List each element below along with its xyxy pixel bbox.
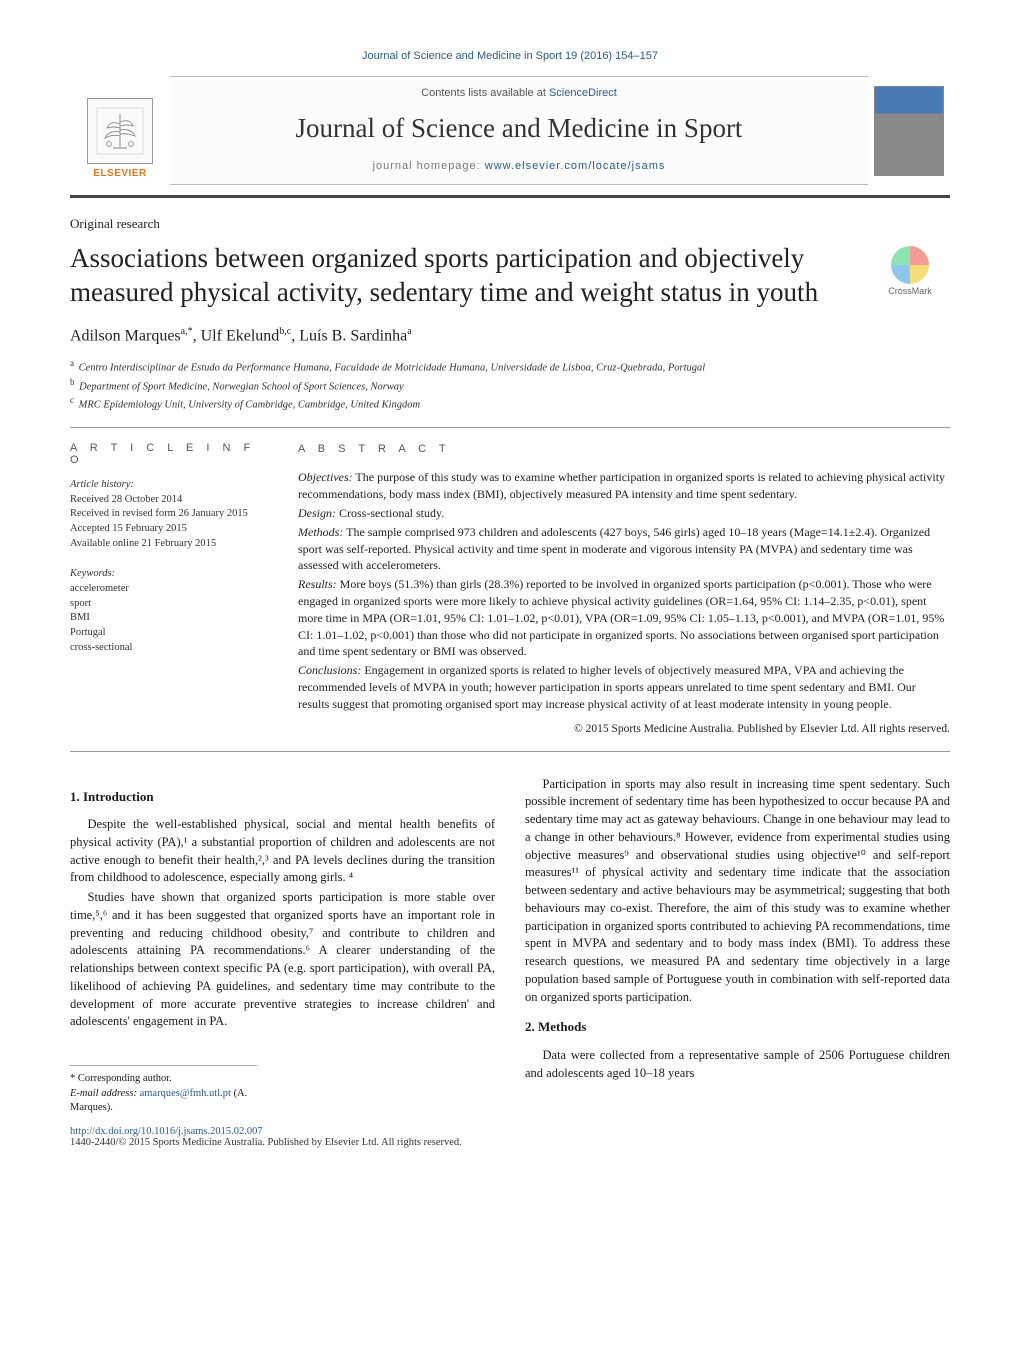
abstract-section: Design: Cross-sectional study. [298, 505, 950, 522]
homepage-link[interactable]: www.elsevier.com/locate/jsams [485, 160, 666, 172]
doi-link[interactable]: http://dx.doi.org/10.1016/j.jsams.2015.0… [70, 1126, 263, 1137]
abstract-copyright: © 2015 Sports Medicine Australia. Publis… [298, 721, 950, 737]
journal-name: Journal of Science and Medicine in Sport [296, 113, 743, 144]
abstract-section: Objectives: The purpose of this study wa… [298, 469, 950, 503]
elsevier-label: ELSEVIER [93, 168, 146, 179]
info-abstract-row: a r t i c l e i n f o Article history: R… [70, 427, 950, 752]
doi-line: http://dx.doi.org/10.1016/j.jsams.2015.0… [70, 1126, 950, 1137]
keyword: sport [70, 597, 266, 612]
body-paragraph: Data were collected from a representativ… [525, 1047, 950, 1083]
abstract-heading: a b s t r a c t [298, 442, 950, 457]
body-paragraph: Participation in sports may also result … [525, 776, 950, 1007]
author-name: Luís B. Sardinha [299, 327, 407, 344]
abstract: a b s t r a c t Objectives: The purpose … [280, 427, 950, 752]
banner-center: Contents lists available at ScienceDirec… [170, 76, 868, 185]
author-aff-marks: a [407, 326, 411, 337]
page: Journal of Science and Medicine in Sport… [0, 0, 1020, 1188]
sciencedirect-link[interactable]: ScienceDirect [549, 87, 617, 99]
body-col-left: 1. Introduction Despite the well-establi… [70, 776, 495, 1117]
citation-link[interactable]: Journal of Science and Medicine in Sport… [362, 50, 658, 62]
issn-copyright: 1440-2440/© 2015 Sports Medicine Austral… [70, 1137, 950, 1148]
email-line: E-mail address: amarques@fmh.utl.pt (A. … [70, 1087, 257, 1116]
corresponding-author: * Corresponding author. [70, 1072, 257, 1087]
section-heading-methods: 2. Methods [525, 1018, 950, 1036]
history-line: Received in revised form 26 January 2015 [70, 507, 266, 522]
homepage-prefix: journal homepage: [373, 160, 485, 172]
title-row: Associations between organized sports pa… [70, 242, 950, 326]
keywords-label: Keywords: [70, 567, 266, 582]
contents-line: Contents lists available at ScienceDirec… [421, 87, 617, 99]
cover-thumbnail [868, 76, 950, 185]
keyword: accelerometer [70, 582, 266, 597]
section-heading-introduction: 1. Introduction [70, 788, 495, 806]
article-info: a r t i c l e i n f o Article history: R… [70, 427, 280, 752]
body-col-right: Participation in sports may also result … [525, 776, 950, 1117]
author-aff-marks: a,* [181, 326, 193, 337]
abstract-section: Conclusions: Engagement in organized spo… [298, 662, 950, 712]
article-history: Article history: Received 28 October 201… [70, 478, 266, 551]
history-line: Available online 21 February 2015 [70, 537, 266, 552]
elsevier-logo: ELSEVIER [70, 76, 170, 185]
affiliation: a Centro Interdisciplinar de Estudo da P… [70, 357, 950, 376]
history-label: Article history: [70, 478, 266, 493]
affiliations: a Centro Interdisciplinar de Estudo da P… [70, 357, 950, 413]
body-paragraph: Despite the well-established physical, s… [70, 816, 495, 887]
email-label: E-mail address: [70, 1088, 140, 1099]
author-name: Adilson Marques [70, 327, 181, 344]
strong-rule [70, 195, 950, 198]
affiliation: b Department of Sport Medicine, Norwegia… [70, 376, 950, 395]
journal-banner: ELSEVIER Contents lists available at Sci… [70, 76, 950, 185]
running-header: Journal of Science and Medicine in Sport… [70, 50, 950, 62]
authors: Adilson Marquesa,*, Ulf Ekelundb,c, Luís… [70, 326, 950, 345]
cover-image-icon [874, 86, 944, 176]
article-title: Associations between organized sports pa… [70, 242, 850, 310]
crossmark-badge[interactable]: CrossMark [870, 246, 950, 296]
footnotes: * Corresponding author. E-mail address: … [70, 1065, 257, 1116]
body-paragraph: Studies have shown that organized sports… [70, 889, 495, 1031]
abstract-section: Methods: The sample comprised 973 childr… [298, 524, 950, 574]
contents-prefix: Contents lists available at [421, 87, 549, 99]
keyword: cross-sectional [70, 641, 266, 656]
author-name: Ulf Ekelund [201, 327, 280, 344]
email-link[interactable]: amarques@fmh.utl.pt [140, 1088, 231, 1099]
body-columns: 1. Introduction Despite the well-establi… [70, 776, 950, 1117]
article-type: Original research [70, 216, 950, 232]
article-info-heading: a r t i c l e i n f o [70, 442, 266, 466]
history-line: Accepted 15 February 2015 [70, 522, 266, 537]
crossmark-icon [891, 246, 929, 284]
keyword: BMI [70, 611, 266, 626]
abstract-section: Results: More boys (51.3%) than girls (2… [298, 576, 950, 660]
crossmark-label: CrossMark [888, 286, 932, 296]
affiliation: c MRC Epidemiology Unit, University of C… [70, 394, 950, 413]
history-line: Received 28 October 2014 [70, 493, 266, 508]
elsevier-tree-icon [87, 98, 153, 164]
author-aff-marks: b,c [279, 326, 291, 337]
journal-homepage: journal homepage: www.elsevier.com/locat… [373, 160, 666, 172]
keyword: Portugal [70, 626, 266, 641]
keywords-block: Keywords: accelerometersportBMIPortugalc… [70, 567, 266, 655]
